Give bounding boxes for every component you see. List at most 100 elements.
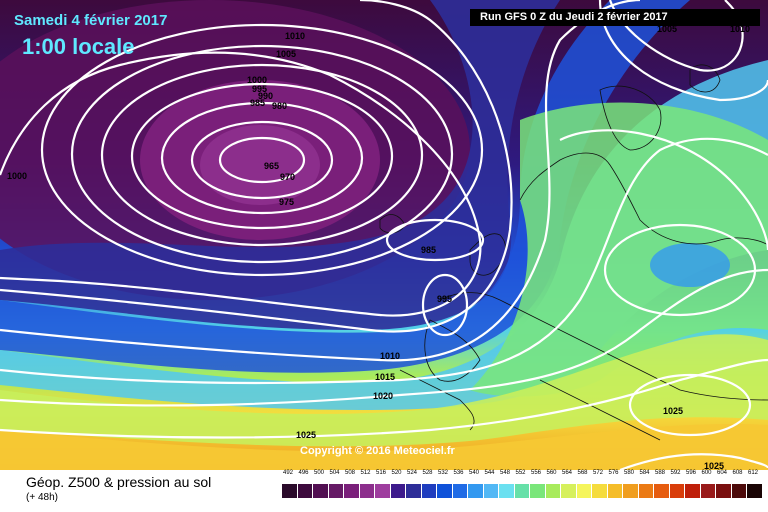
- legend-label: 556: [530, 470, 541, 476]
- isobar-1000: [0, 51, 482, 317]
- isobar-1025-south: [619, 453, 768, 470]
- legend-swatch: [375, 484, 391, 498]
- isobar-label: 985: [250, 98, 265, 108]
- isobar-label: 975: [279, 197, 294, 207]
- isobar-1005: [0, 0, 513, 333]
- isobar-label: 965: [264, 161, 279, 171]
- isobar-985: [100, 63, 424, 247]
- yellow-band: [0, 424, 768, 470]
- legend-swatch: [514, 484, 530, 498]
- isobar-label: 1000: [247, 75, 267, 85]
- legend-label: 604: [716, 470, 727, 476]
- isobar-1010-ne: [598, 0, 768, 102]
- legend-swatch: [747, 484, 763, 498]
- legend-label: 596: [685, 470, 696, 476]
- legend-swatch: [545, 484, 561, 498]
- legend-swatch: [561, 484, 577, 498]
- isobar-1020: [0, 268, 768, 407]
- legend-swatch: [685, 484, 701, 498]
- legend-swatch: [483, 484, 499, 498]
- isobar-995: [40, 23, 484, 277]
- isobar-label: 970: [280, 172, 295, 182]
- isobar-label: 985: [421, 245, 436, 255]
- isobar-label: 1010: [380, 351, 400, 361]
- isobar-label: 1015: [375, 372, 395, 382]
- copyright-notice: Copyright © 2016 Meteociel.fr: [300, 445, 455, 457]
- legend-swatch: [406, 484, 422, 498]
- legend-swatch: [592, 484, 608, 498]
- legend-label: 588: [654, 470, 665, 476]
- legend-swatch: [731, 484, 747, 498]
- legend-swatch: [499, 484, 515, 498]
- isobar-1010-east: [603, 223, 757, 317]
- forecast-time: 1:00 locale: [22, 34, 135, 59]
- legend-swatch: [437, 484, 453, 498]
- isobar-label: 1025: [704, 461, 724, 470]
- legend-swatch: [313, 484, 329, 498]
- isobar-label: 1025: [296, 430, 316, 440]
- legend-label: 512: [360, 470, 371, 476]
- legend-label: 592: [670, 470, 681, 476]
- legend-label: 576: [608, 470, 619, 476]
- legend-swatch: [623, 484, 639, 498]
- forecast-range: (+ 48h): [26, 492, 58, 503]
- legend-label: 496: [298, 470, 309, 476]
- legend-label: 600: [701, 470, 712, 476]
- isobar-985-sub: [385, 218, 485, 262]
- legend-swatch: [576, 484, 592, 498]
- legend-label: 548: [499, 470, 510, 476]
- isobar-label: 995: [252, 84, 267, 94]
- blue-band: [0, 0, 690, 373]
- legend-swatch: [654, 484, 670, 498]
- isobar-label: 980: [272, 101, 287, 111]
- legend-swatch: [669, 484, 685, 498]
- legend-swatch: [468, 484, 484, 498]
- isobar-1010: [0, 0, 640, 360]
- legend-label: 612: [747, 470, 758, 476]
- legend-label: 528: [422, 470, 433, 476]
- footer-panel: Géop. Z500 & pression au sol (+ 48h) 492…: [0, 470, 768, 512]
- isobar-995-sub: [421, 273, 469, 337]
- legend-label: 580: [623, 470, 634, 476]
- isobar-label: 1010: [285, 31, 305, 41]
- legend-label: 568: [577, 470, 588, 476]
- legend-label: 584: [639, 470, 650, 476]
- legend-swatch: [344, 484, 360, 498]
- legend-swatch: [297, 484, 313, 498]
- isobar-labels: 1010 1005 1000 995 990 985 980 965 970 9…: [7, 24, 750, 470]
- legend-swatch: [328, 484, 344, 498]
- isobar-label: 1005: [276, 49, 296, 59]
- legend-label: 564: [561, 470, 572, 476]
- isobar-label: 1020: [373, 391, 393, 401]
- isobar-1025-se: [628, 373, 752, 437]
- isobar-label: 1010: [730, 24, 750, 34]
- legend-label: 544: [484, 470, 495, 476]
- run-info: Run GFS 0 Z du Jeudi 2 février 2017: [470, 9, 760, 26]
- legend-swatch: [421, 484, 437, 498]
- isobar-high-east: [559, 129, 768, 251]
- legend-label: 500: [313, 470, 324, 476]
- legend-label: 508: [344, 470, 355, 476]
- legend-swatch: [530, 484, 546, 498]
- isobar-970: [190, 120, 334, 200]
- legend-label: 516: [375, 470, 386, 476]
- legend-label: 532: [437, 470, 448, 476]
- legend-label: 536: [453, 470, 464, 476]
- isobar-1025: [0, 358, 768, 439]
- map-title: Géop. Z500 & pression au sol: [26, 474, 212, 490]
- isobar-980: [130, 82, 394, 230]
- legend-label: 560: [546, 470, 557, 476]
- legend-swatch: [638, 484, 654, 498]
- color-legend: [282, 484, 763, 498]
- green-band: [470, 102, 768, 397]
- isobar-label: 1000: [7, 171, 27, 181]
- isobar-965: [218, 136, 306, 184]
- legend-swatch: [607, 484, 623, 498]
- legend-label: 492: [282, 470, 293, 476]
- legend-label: 520: [391, 470, 402, 476]
- isobar-label: 990: [258, 91, 273, 101]
- east-low-region: [650, 243, 730, 287]
- isobar-975: [160, 101, 364, 215]
- legend-swatch: [390, 484, 406, 498]
- legend-label: 608: [732, 470, 743, 476]
